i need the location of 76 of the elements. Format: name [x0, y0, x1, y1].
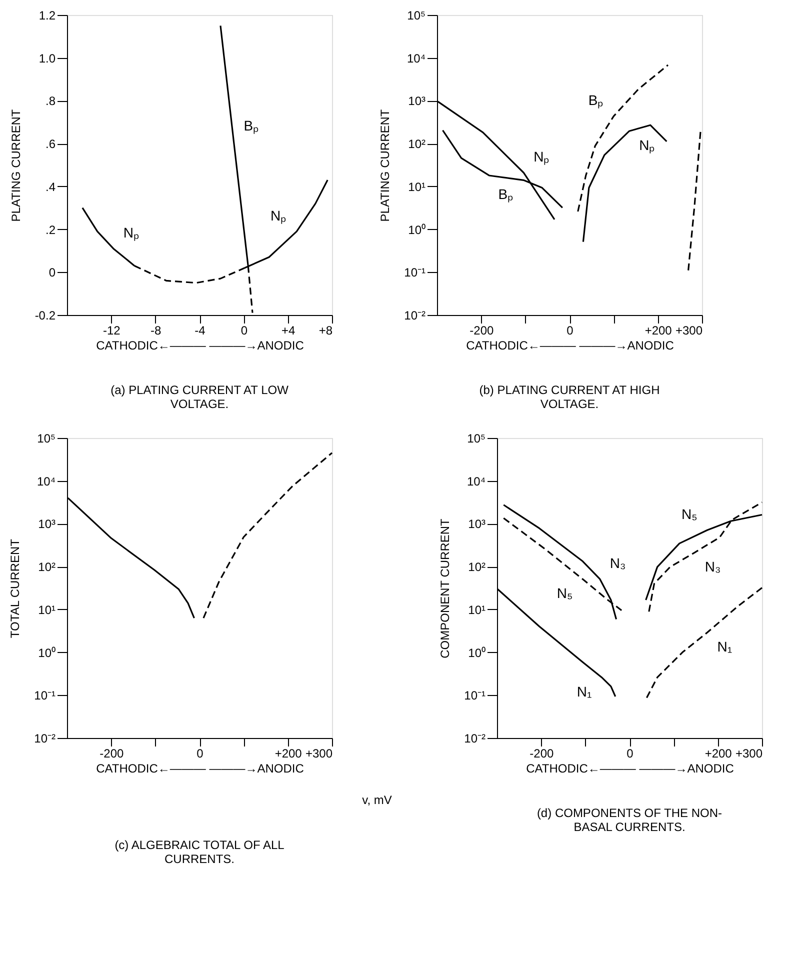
y-tick-label: .8: [45, 94, 56, 108]
y-tick-label: 10⁻¹: [34, 688, 56, 703]
y-tick-label: 1.2: [38, 8, 56, 22]
series-label: N₃: [704, 558, 721, 574]
y-tick-label: 10⁻²: [464, 732, 486, 746]
series-label: N₃: [610, 555, 626, 572]
x-tick-label: +200: [704, 746, 732, 760]
y-tick-label: 10¹: [468, 602, 486, 617]
y-tick-label: .2: [45, 222, 56, 237]
y-tick-label: 10²: [408, 137, 426, 152]
series-label: Bₚ: [498, 186, 514, 204]
y-tick-label: 10⁵: [467, 432, 486, 446]
y-tick-label: 10⁴: [406, 51, 426, 66]
text: (d) COMPONENTS OF THE NON-BASAL CURRENTS.: [536, 806, 722, 834]
series-label: N₁: [576, 683, 592, 700]
y-tick-label: 1.0: [38, 51, 56, 66]
series-label: N₅: [556, 585, 573, 602]
series-label: Nₚ: [123, 224, 140, 242]
y-tick-label: 10⁴: [466, 474, 486, 488]
x-axis-title: CATHODIC←——— ———→ANODIC: [466, 338, 674, 352]
series-label: Nₚ: [534, 148, 550, 166]
text: (a) PLATING CURRENT AT LOW VOLTAGE.: [110, 383, 290, 411]
y-tick-label: 10³: [408, 94, 426, 108]
y-tick-label: 10²: [468, 560, 486, 574]
y-tick-label: 10³: [38, 517, 56, 532]
y-tick-label: -0.2: [34, 308, 56, 322]
x-tick-label: -12: [102, 324, 121, 338]
y-tick-label: 10¹: [38, 602, 56, 617]
text: (c) ALGEBRAIC TOTAL OF ALL CURRENTS.: [114, 838, 285, 866]
x-tick-label: -200: [470, 324, 494, 338]
text: v, mV: [362, 793, 392, 807]
y-tick-label: 10²: [38, 560, 56, 574]
y-tick-label: 10⁰: [468, 646, 486, 660]
y-axis-title: TOTAL CURRENT: [8, 538, 22, 638]
series-label: N₁: [717, 638, 732, 654]
y-tick-label: .6: [45, 137, 56, 152]
y-tick-label: 10⁵: [37, 432, 56, 446]
x-tick-label: -8: [150, 324, 162, 338]
y-tick-label: .4: [45, 180, 56, 194]
y-tick-label: 0: [48, 266, 56, 280]
y-tick-label: 10⁵: [407, 8, 426, 22]
y-axis-title: COMPONENT CURRENT: [438, 518, 452, 658]
x-tick-label: +300: [675, 324, 703, 338]
x-tick-label: -200: [530, 746, 554, 760]
x-axis-title: CATHODIC←——— ———→ANODIC: [96, 762, 304, 776]
y-tick-label: 10⁴: [36, 474, 56, 488]
x-axis-title: CATHODIC←——— ———→ANODIC: [526, 762, 734, 776]
y-tick-label: 10¹: [408, 180, 426, 194]
x-tick-label: +300: [735, 746, 763, 760]
x-tick-label: 0: [240, 324, 248, 338]
series-label: Bₚ: [588, 92, 604, 110]
x-tick-label: -4: [194, 324, 206, 338]
x-tick-label: +200: [644, 324, 672, 338]
x-tick-label: +200: [274, 746, 302, 760]
series-label: Bₚ: [244, 117, 260, 134]
x-tick-label: +8: [318, 324, 333, 338]
x-tick-label: 0: [566, 324, 574, 338]
text: (b) PLATING CURRENT AT HIGH VOLTAGE.: [479, 383, 660, 411]
x-tick-label: +4: [281, 324, 296, 338]
y-axis-title: PLATING CURRENT: [8, 108, 23, 222]
x-tick-label: -200: [100, 746, 124, 760]
x-tick-label: 0: [196, 746, 204, 760]
y-tick-label: 10⁻¹: [404, 266, 426, 280]
x-tick-label: +300: [305, 746, 333, 760]
y-tick-label: 10⁰: [408, 222, 426, 237]
y-tick-label: 10⁻²: [34, 732, 56, 746]
x-tick-label: 0: [626, 746, 634, 760]
y-tick-label: 10³: [468, 517, 486, 532]
series-label: Nₚ: [639, 137, 656, 154]
series-label: Nₚ: [270, 207, 287, 224]
x-axis-title: CATHODIC←——— ———→ANODIC: [96, 338, 304, 352]
y-axis-title: PLATING CURRENT: [378, 108, 392, 222]
series-label: N₅: [681, 506, 698, 522]
y-tick-label: 10⁻²: [404, 308, 426, 322]
y-tick-label: 10⁻¹: [464, 688, 486, 703]
y-tick-label: 10⁰: [38, 646, 56, 660]
